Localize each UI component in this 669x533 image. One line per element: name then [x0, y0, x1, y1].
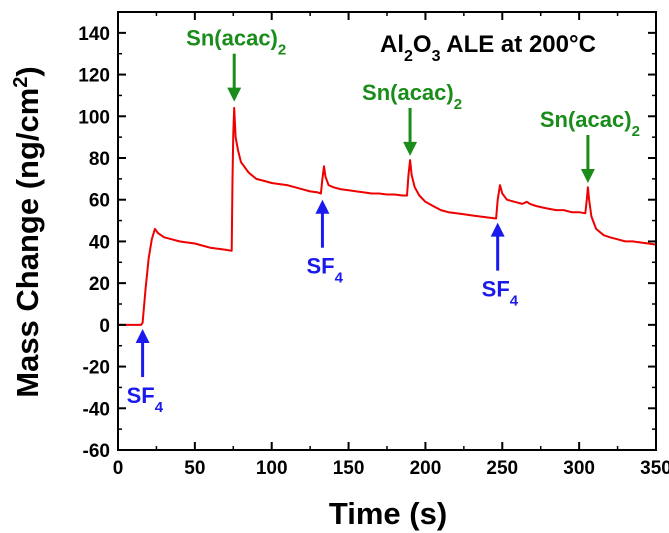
- y-tick-label: 80: [89, 149, 110, 170]
- x-tick-label: 300: [563, 458, 595, 479]
- x-tick-label: 200: [410, 458, 442, 479]
- up-arrow-icon: [135, 329, 150, 344]
- y-tick-label: 120: [78, 66, 110, 87]
- down-arrow-icon: [227, 87, 242, 102]
- plot-area: [118, 106, 657, 326]
- y-tick-label: 40: [89, 232, 110, 253]
- chart-title: Al2O3 ALE at 200°C: [380, 31, 596, 65]
- x-tick-label: 150: [333, 458, 365, 479]
- down-arrow-icon: [403, 141, 418, 156]
- reagent-label: SF4: [482, 277, 519, 310]
- reagent-annotation: Sn(acac)2: [362, 80, 462, 156]
- y-tick-label: 20: [89, 274, 110, 295]
- reagent-label: SF4: [127, 383, 164, 416]
- reagent-annotation: Sn(acac)2: [540, 107, 640, 184]
- x-tick-label: 100: [256, 458, 288, 479]
- reagent-annotation: SF4: [306, 199, 344, 287]
- y-tick-label: -60: [83, 441, 110, 462]
- x-axis-label: Time (s): [329, 496, 447, 531]
- x-tick-label: 50: [184, 458, 205, 479]
- x-tick-label: 0: [113, 458, 124, 479]
- x-tick-label: 250: [486, 458, 518, 479]
- axes-layer: 0 50 100 150 200 250 300 350 -60 -40 -20 0 20 40 60 80 1…: [78, 11, 669, 479]
- reagent-annotation: Sn(acac)2: [186, 26, 286, 102]
- y-tick-label: -20: [83, 358, 110, 379]
- reagent-label: Sn(acac)2: [362, 80, 462, 113]
- up-arrow-icon: [490, 222, 505, 237]
- y-axis-label: Mass Change (ng/cm2): [10, 66, 45, 398]
- reagent-label: Sn(acac)2: [186, 26, 286, 59]
- plot-frame: [117, 11, 657, 451]
- y-tick-label: -40: [83, 399, 110, 420]
- x-tick-label: 350: [640, 458, 669, 479]
- y-tick-label: 60: [89, 191, 110, 212]
- up-arrow-icon: [315, 199, 330, 214]
- reagent-annotation: SF4: [127, 329, 164, 416]
- y-tick-label: 0: [99, 316, 110, 337]
- reagent-annotation: SF4: [482, 222, 519, 310]
- y-tick-label: 100: [78, 107, 110, 128]
- reagent-label: SF4: [306, 254, 343, 287]
- annotations-layer: SF4 Sn(acac)2 SF4 Sn(acac)2 SF4 Sn(acac)2: [127, 26, 640, 416]
- down-arrow-icon: [580, 169, 595, 184]
- series-line-0: [118, 106, 657, 326]
- y-tick-label: 140: [78, 24, 110, 45]
- reagent-label: Sn(acac)2: [540, 107, 640, 139]
